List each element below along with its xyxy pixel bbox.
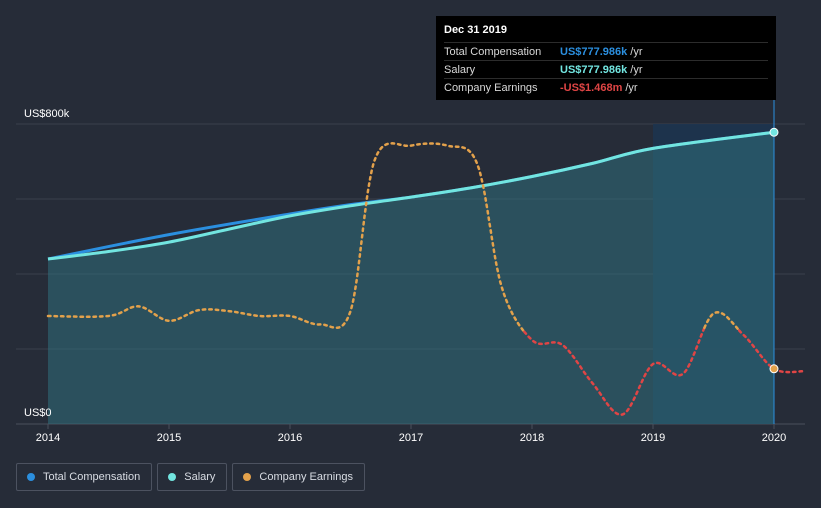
markers [769,100,779,424]
tooltip-row-salary: Salary US$777.986k /yr [444,60,768,78]
tooltip-label: Company Earnings [444,81,538,94]
tooltip-value: US$777.986k [560,45,628,58]
y-tick-label-min: US$0 [24,407,52,419]
tooltip-label: Total Compensation [444,45,542,58]
legend-dot-icon [168,473,177,481]
tooltip-label: Salary [444,63,476,76]
x-axis: 2014 2015 2016 2017 2018 2019 2020 [36,424,786,444]
legend-item-company-earnings[interactable]: Company Earnings [232,463,365,491]
tooltip-unit: /yr [630,63,643,76]
x-tick-label: 2018 [520,432,544,444]
tooltip: Dec 31 2019 Total Compensation US$777.98… [436,16,776,100]
x-tick-label: 2015 [157,432,181,444]
legend-dot-icon [27,473,35,481]
legend-item-total-compensation[interactable]: Total Compensation [16,463,153,491]
salary-marker [769,127,779,137]
salary-line [47,130,775,261]
x-tick-label: 2019 [641,432,665,444]
tooltip-value: -US$1.468m [560,81,623,94]
tooltip-row-total: Total Compensation US$777.986k /yr [444,42,768,60]
tooltip-value: US$777.986k [560,63,628,76]
tooltip-unit: /yr [625,81,638,94]
x-tick-label: 2014 [36,432,60,444]
legend-label: Salary [184,471,216,483]
company-earnings-line [523,326,706,416]
legend: Total Compensation Salary Company Earnin… [16,463,365,491]
salary-area [48,132,774,424]
tooltip-unit: /yr [630,45,643,58]
x-tick-label: 2016 [278,432,302,444]
tooltip-date: Dec 31 2019 [444,24,507,36]
legend-dot-icon [243,473,252,481]
series-layer [46,130,806,416]
legend-label: Total Compensation [43,471,141,483]
earnings-marker [769,364,779,374]
tooltip-row-earnings: Company Earnings -US$1.468m /yr [444,78,768,96]
x-tick-label: 2017 [399,432,423,444]
company-earnings-line [46,142,526,334]
x-tick-label: 2020 [762,432,786,444]
company-earnings-line [703,311,741,332]
legend-label: Company Earnings [259,471,353,483]
legend-item-salary[interactable]: Salary [157,463,228,491]
y-tick-label-max: US$800k [24,108,70,120]
